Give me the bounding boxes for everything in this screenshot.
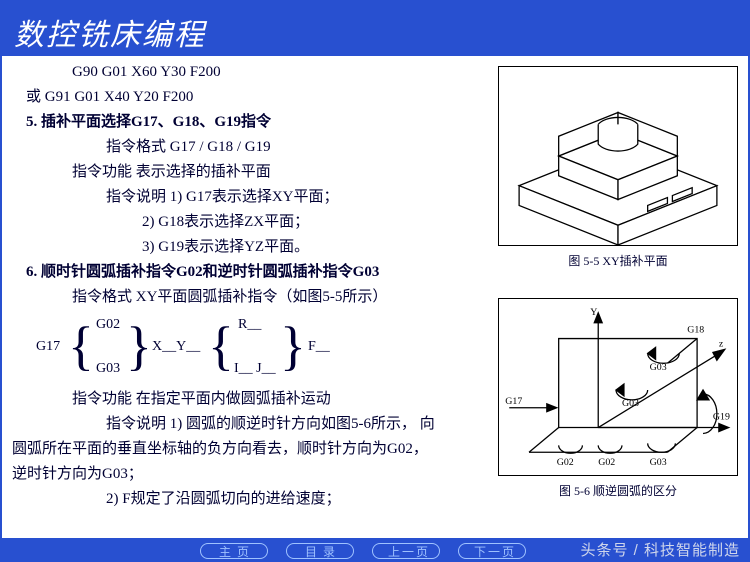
nav-prev-button[interactable]: 上一页 [372,543,440,559]
brace-diagram: G17 { G02 G03 } X__Y__ { R__ I__ J__ } F… [32,313,492,383]
page-title: 数控铣床编程 [2,2,748,56]
brace-left: { [68,319,94,373]
nav-toc-button[interactable]: 目录 [286,543,354,559]
fig2-g18: G18 [687,325,704,336]
text-line: 指令功能 在指定平面内做圆弧插补运动 [12,387,492,411]
brace-mid2: { [208,319,234,373]
text-line: 指令格式 XY平面圆弧插补指令（如图5-5所示） [12,285,492,309]
fig2-g03b: G03 [622,398,639,409]
text-line: 2) F规定了沿圆弧切向的进给速度； [12,487,492,511]
text-line: 指令说明 1) G17表示选择XY平面； [12,185,492,209]
fig2-g03a: G03 [650,362,667,373]
text-line: 圆弧所在平面的垂直坐标轴的负方向看去，顺时针方向为G02， [12,437,492,461]
figure-5-5-caption: 图 5-5 XY插补平面 [498,252,738,269]
fig2-g02a: G02 [557,457,574,468]
axis-z-label: z [719,338,724,349]
section-heading-5: 5. 插补平面选择G17、G18、G19指令 [12,110,492,134]
brace-f: F__ [308,339,330,355]
brace-r: R__ [238,317,261,333]
figure-5-6-caption: 图 5-6 顺逆圆弧的区分 [498,482,738,499]
brace-xy: X__Y__ [152,339,200,355]
text-line: 指令功能 表示选择的插补平面 [12,160,492,184]
text-line: 指令说明 1) 圆弧的顺逆时针方向如图5-6所示， 向 [12,412,492,436]
brace-g17: G17 [36,339,60,355]
brace-ij: I__ J__ [234,361,276,377]
body-text: G90 G01 X60 Y30 F200 或 G91 G01 X40 Y20 F… [12,60,492,512]
code-line: G90 G01 X60 Y30 F200 [12,60,492,84]
text-line: 3) G19表示选择YZ平面。 [12,235,492,259]
fig2-g19: G19 [713,412,730,423]
text-line: 指令格式 G17 / G18 / G19 [12,135,492,159]
brace-g02: G02 [96,317,120,333]
nav-home-button[interactable]: 主页 [200,543,268,559]
fig2-g03c: G03 [650,457,667,468]
figure-5-6: Y z G17 G18 G19 G03 G03 G02 G02 G03 图 5-… [498,298,738,499]
brace-right: } [280,319,306,373]
section-heading-6: 6. 顺时针圆弧插补指令G02和逆时针圆弧插补指令G03 [12,260,492,284]
figure-5-5: 图 5-5 XY插补平面 [498,66,738,269]
fig2-g17: G17 [505,396,522,407]
axis-y-label: Y [590,307,597,318]
brace-g03: G03 [96,361,120,377]
brace-mid1: } [126,319,152,373]
watermark-text: 头条号 / 科技智能制造 [580,539,740,560]
text-line: 2) G18表示选择ZX平面； [12,210,492,234]
code-line: 或 G91 G01 X40 Y20 F200 [12,85,492,109]
slide: 数控铣床编程 G90 G01 X60 Y30 F200 或 G91 G01 X4… [0,0,750,540]
text-line: 逆时针方向为G03； [12,462,492,486]
nav-next-button[interactable]: 下一页 [458,543,526,559]
fig2-g02b: G02 [598,457,615,468]
